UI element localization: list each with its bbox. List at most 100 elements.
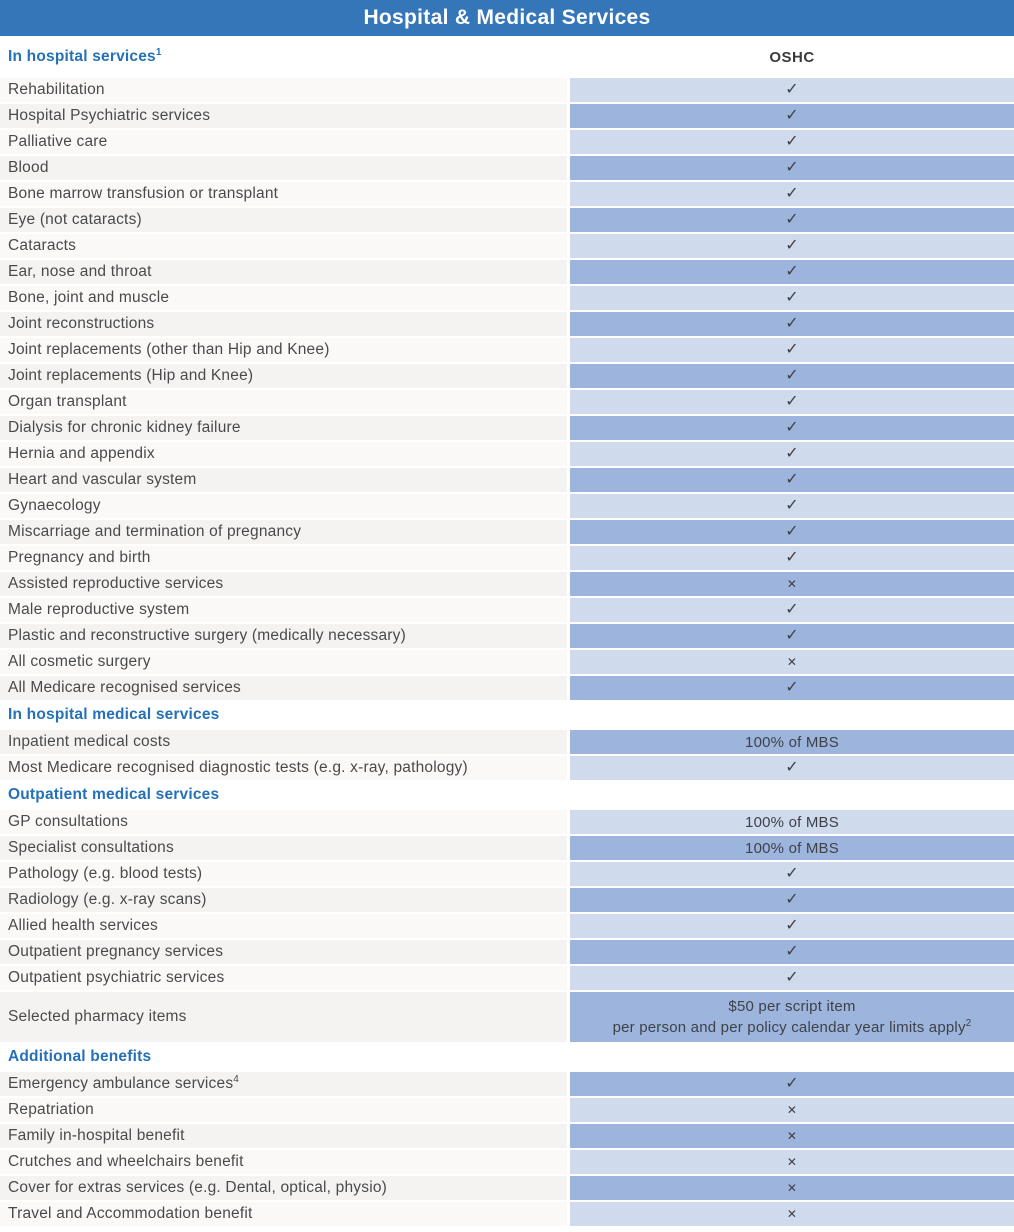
row-value: 100% of MBS [570,836,1014,860]
table-row: Heart and vascular system ✓ [0,468,1014,492]
row-label: Gynaecology [0,494,567,518]
row-label-text: Blood [8,159,49,176]
label-superscript: 4 [233,1073,240,1085]
row-label-text: Organ transplant [8,393,127,410]
table-row: Blood ✓ [0,156,1014,180]
check-icon: ✓ [785,549,799,566]
check-icon: ✓ [785,237,799,254]
section-heading: In hospital medical services [0,704,1014,726]
row-label: Eye (not cataracts) [0,208,567,232]
row-value: ✓ [570,756,1014,780]
row-label: Joint reconstructions [0,312,567,336]
benefits-table: In hospital services1 OSHC Rehabilitation ✓… [0,45,1014,1226]
table-row: Travel and Accommodation benefit ✕ [0,1202,1014,1226]
row-value: 100% of MBS [570,730,1014,754]
check-icon: ✓ [785,917,799,934]
row-value: ✓ [570,286,1014,310]
row-label: All Medicare recognised services [0,676,567,700]
row-label-text: All Medicare recognised services [8,679,241,696]
section-heading: Outpatient medical services [0,784,1014,806]
row-label: Cataracts [0,234,567,258]
row-label-text: Joint replacements (Hip and Knee) [8,367,254,384]
row-value: ✓ [570,468,1014,492]
row-label-text: Family in-hospital benefit [8,1127,185,1144]
check-icon: ✓ [785,445,799,462]
row-value: ✕ [570,1202,1014,1226]
row-label-text: Hernia and appendix [8,445,155,462]
row-label-text: Emergency ambulance services4 [8,1073,240,1092]
row-label: Hospital Psychiatric services [0,104,567,128]
row-label: Crutches and wheelchairs benefit [0,1150,567,1174]
check-icon: ✓ [785,601,799,618]
row-value: ✓ [570,1072,1014,1096]
section-heading: In hospital services1 OSHC [0,45,1014,69]
row-label-text: Pregnancy and birth [8,549,151,566]
table-row: Hernia and appendix ✓ [0,442,1014,466]
cross-icon: ✕ [786,1155,798,1169]
row-value-text: 100% of MBS [745,733,839,751]
check-icon: ✓ [785,289,799,306]
row-value: ✕ [570,1124,1014,1148]
row-value: ✓ [570,156,1014,180]
table-row: Repatriation ✕ [0,1098,1014,1122]
check-icon: ✓ [785,419,799,436]
table-row: All Medicare recognised services ✓ [0,676,1014,700]
check-icon: ✓ [785,1075,799,1092]
row-value: ✓ [570,966,1014,990]
row-value: ✓ [570,130,1014,154]
row-label-text: Cataracts [8,237,77,254]
row-label-text: Heart and vascular system [8,471,197,488]
check-icon: ✓ [785,211,799,228]
row-value: ✓ [570,442,1014,466]
row-label: Rehabilitation [0,78,567,102]
table-row: Bone, joint and muscle ✓ [0,286,1014,310]
check-icon: ✓ [785,497,799,514]
check-icon: ✓ [785,679,799,696]
row-label-text: Palliative care [8,133,108,150]
table-row: Most Medicare recognised diagnostic test… [0,756,1014,780]
row-label: Family in-hospital benefit [0,1124,567,1148]
row-value: ✓ [570,260,1014,284]
check-icon: ✓ [785,367,799,384]
row-value: ✓ [570,104,1014,128]
row-label: Radiology (e.g. x-ray scans) [0,888,567,912]
table-row: Cover for extras services (e.g. Dental, … [0,1176,1014,1200]
row-value-text: 100% of MBS [745,839,839,857]
table-row: Joint replacements (Hip and Knee) ✓ [0,364,1014,388]
table-row: Crutches and wheelchairs benefit ✕ [0,1150,1014,1174]
row-label: Dialysis for chronic kidney failure [0,416,567,440]
row-label-text: Male reproductive system [8,601,190,618]
row-label-text: Dialysis for chronic kidney failure [8,419,241,436]
row-label-text: Assisted reproductive services [8,575,224,592]
section-title: In hospital medical services [8,706,220,723]
row-label: Male reproductive system [0,598,567,622]
check-icon: ✓ [785,865,799,882]
table-row: Allied health services ✓ [0,914,1014,938]
section-title: Additional benefits [8,1048,152,1065]
check-icon: ✓ [785,969,799,986]
row-value: ✓ [570,862,1014,886]
row-label-text: All cosmetic surgery [8,653,151,670]
table-row: Eye (not cataracts) ✓ [0,208,1014,232]
table-row: Male reproductive system ✓ [0,598,1014,622]
table-row: Specialist consultations 100% of MBS [0,836,1014,860]
row-label-text: Radiology (e.g. x-ray scans) [8,891,207,908]
table-row: Rehabilitation ✓ [0,78,1014,102]
row-label-text: Joint replacements (other than Hip and K… [8,341,330,358]
row-label: Organ transplant [0,390,567,414]
table-row: Outpatient psychiatric services ✓ [0,966,1014,990]
row-label: Heart and vascular system [0,468,567,492]
check-icon: ✓ [785,943,799,960]
row-value: ✓ [570,182,1014,206]
row-value: ✓ [570,364,1014,388]
row-label-text: Hospital Psychiatric services [8,107,211,124]
row-value: ✕ [570,1176,1014,1200]
row-value: 100% of MBS [570,810,1014,834]
check-icon: ✓ [785,393,799,410]
row-label-text: Cover for extras services (e.g. Dental, … [8,1179,388,1196]
column-header-oshc: OSHC [769,48,815,66]
check-icon: ✓ [785,185,799,202]
check-icon: ✓ [785,315,799,332]
row-label-text: Eye (not cataracts) [8,211,142,228]
row-label: Plastic and reconstructive surgery (medi… [0,624,567,648]
